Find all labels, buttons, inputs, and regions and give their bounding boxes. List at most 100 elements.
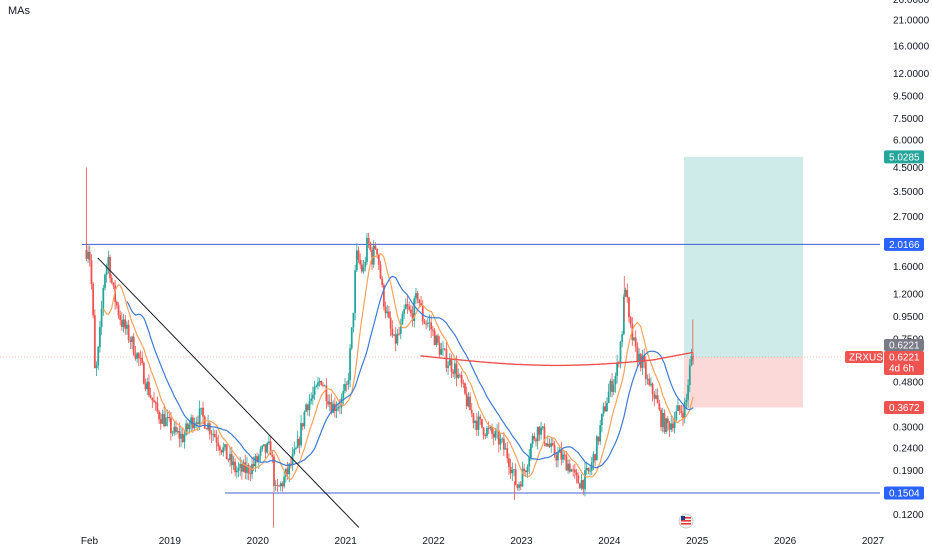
candle-body	[156, 402, 159, 412]
candle-body	[303, 411, 306, 427]
indicator-label[interactable]: MAs	[8, 5, 30, 17]
candle	[139, 350, 142, 366]
candle	[673, 411, 676, 434]
candle	[126, 321, 128, 335]
candle-body	[577, 475, 580, 484]
candle-body	[146, 381, 149, 390]
candle-body	[636, 346, 639, 363]
price-tick-label: 0.4800	[893, 377, 924, 388]
candle-body	[612, 384, 615, 393]
candle	[99, 321, 101, 353]
candle-body	[350, 327, 353, 349]
candle	[352, 312, 355, 333]
candle	[442, 340, 444, 356]
candle-body	[469, 396, 471, 411]
candle	[602, 402, 605, 417]
candle-body	[195, 422, 198, 425]
candle	[670, 415, 673, 433]
candle-body	[355, 250, 358, 271]
candle	[203, 415, 206, 430]
price-tick-label: 16.0000	[893, 41, 930, 52]
candle-body	[560, 449, 563, 460]
candle	[151, 397, 154, 409]
candle	[572, 464, 575, 477]
time-tick-label: 2024	[598, 536, 621, 547]
candle	[521, 461, 524, 487]
candle	[607, 383, 610, 404]
candle-body	[580, 479, 583, 489]
candle	[129, 336, 132, 349]
last-price-badge-bg	[884, 339, 924, 351]
candle	[313, 380, 316, 401]
moving-averages	[102, 253, 694, 481]
candle	[536, 426, 539, 450]
support-badge-bg	[884, 486, 924, 500]
candle	[393, 334, 395, 337]
candle	[110, 274, 113, 285]
candle	[161, 409, 164, 425]
candle-body	[479, 416, 482, 420]
candle-body	[511, 469, 514, 474]
candle	[541, 426, 544, 430]
candle-body	[256, 456, 259, 462]
candle	[420, 295, 422, 306]
candle-body	[514, 469, 517, 485]
candle-body	[330, 402, 333, 413]
candles	[85, 167, 695, 528]
price-tick-label: 12.0000	[893, 69, 930, 80]
candle	[550, 437, 553, 454]
candle	[332, 400, 335, 414]
time-tick-label: 2026	[774, 536, 797, 547]
candle	[205, 427, 208, 430]
candle-body	[344, 384, 346, 392]
candle	[318, 377, 321, 387]
price-tick-label: 26.0000	[893, 0, 930, 6]
candle	[300, 414, 302, 448]
candle	[131, 335, 133, 350]
candle-body	[563, 454, 566, 456]
stop-zone	[684, 357, 803, 408]
candle-body	[594, 454, 597, 461]
candle	[492, 429, 495, 446]
candle	[159, 412, 162, 430]
candle	[426, 318, 429, 328]
candle	[589, 466, 591, 476]
candle	[555, 451, 558, 468]
candle	[575, 469, 578, 484]
candle-body	[389, 317, 392, 329]
candle	[349, 344, 351, 388]
candle	[656, 388, 659, 404]
candle-body	[197, 422, 199, 424]
candle	[447, 361, 449, 376]
candle-body	[677, 405, 679, 412]
candle-body	[393, 334, 395, 336]
candle	[399, 318, 402, 340]
candle	[247, 463, 250, 481]
candle-body	[262, 444, 265, 446]
candle	[217, 434, 220, 451]
candle	[678, 404, 681, 416]
candle-body	[203, 416, 206, 429]
candle	[154, 400, 157, 411]
candle-body	[452, 371, 455, 374]
candle-body	[551, 443, 554, 446]
candle	[389, 311, 392, 337]
candle-body	[235, 470, 238, 473]
trendline	[97, 257, 360, 528]
candle	[401, 311, 404, 325]
candle	[509, 458, 512, 479]
candle-body	[678, 405, 681, 411]
candle	[600, 413, 603, 433]
candle	[614, 372, 617, 393]
candle-body	[176, 430, 179, 433]
candle	[97, 345, 100, 370]
candle-body	[159, 419, 162, 424]
time-tick-label: 2027	[862, 536, 885, 547]
candle	[660, 407, 662, 432]
candle	[367, 232, 370, 249]
candle	[568, 459, 571, 474]
candle	[519, 480, 522, 491]
candle	[242, 459, 245, 473]
candle-body	[570, 469, 573, 472]
